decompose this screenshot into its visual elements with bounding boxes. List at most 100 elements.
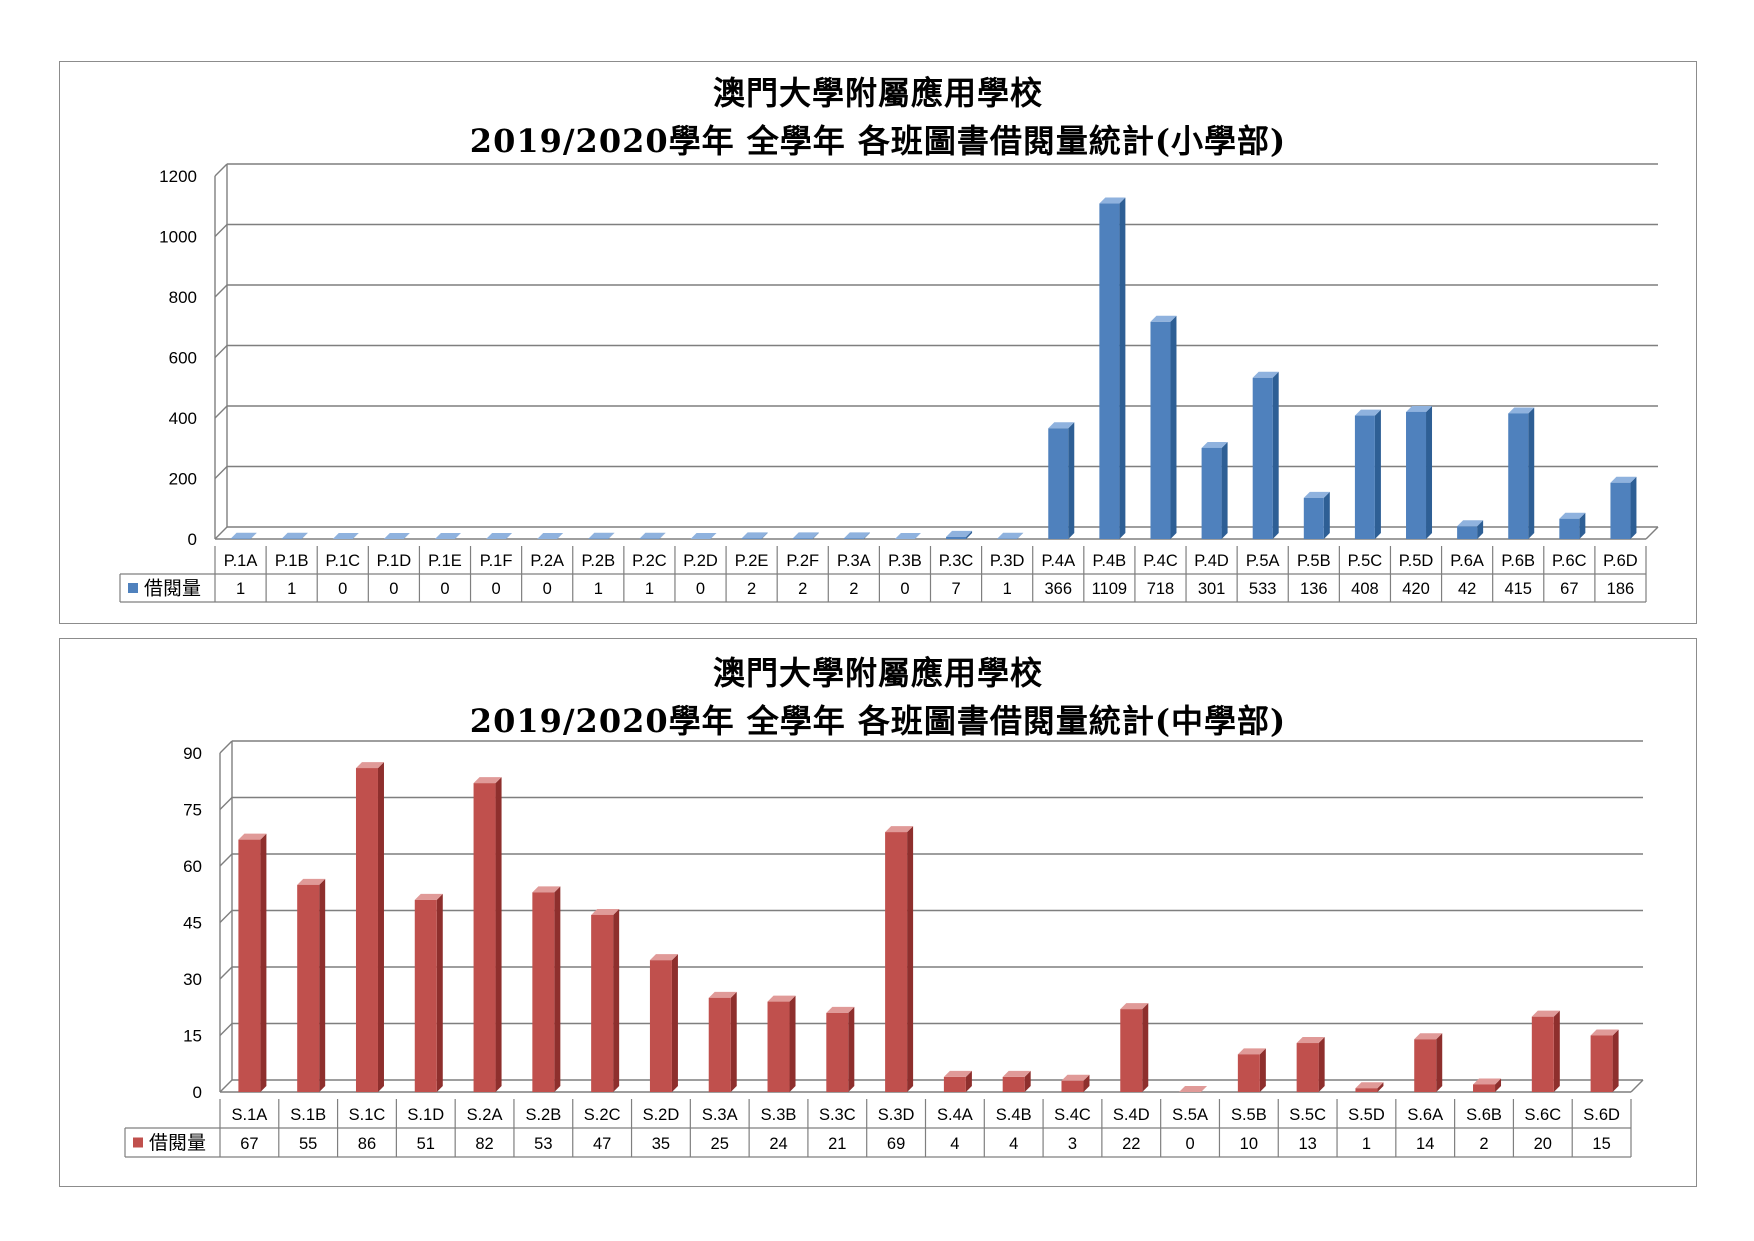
x-tick-label: S.5A — [1172, 1106, 1208, 1124]
bar-side — [608, 532, 615, 539]
bar-top — [473, 777, 502, 784]
x-tick-label: S.6D — [1583, 1106, 1620, 1124]
x-tick-label: S.1A — [232, 1106, 268, 1124]
y-tick-label: 90 — [183, 744, 202, 763]
bar-top — [639, 532, 666, 539]
bar — [792, 538, 813, 539]
data-label: 15 — [1592, 1135, 1610, 1153]
x-tick-label: S.2C — [584, 1106, 621, 1124]
bar-side — [848, 1006, 855, 1092]
y-tick-label: 0 — [188, 530, 197, 549]
bar — [1559, 518, 1580, 539]
x-tick-label: P.1E — [428, 552, 462, 570]
bar-top — [230, 532, 257, 539]
x-tick-label: S.3B — [761, 1106, 797, 1124]
data-label: 366 — [1045, 580, 1073, 598]
bar-side — [907, 826, 914, 1092]
x-tick-label: S.4D — [1113, 1106, 1150, 1124]
y-tick-label: 45 — [183, 914, 202, 933]
x-tick-label: P.3B — [888, 552, 922, 570]
bar-side — [1436, 1033, 1443, 1092]
bar — [943, 1076, 966, 1092]
bar — [1296, 1043, 1319, 1092]
gridline-depth — [219, 740, 233, 754]
bar — [1303, 497, 1324, 539]
bar-side — [671, 954, 678, 1092]
gridline-depth — [214, 284, 228, 298]
x-tick-label: P.5B — [1297, 552, 1331, 570]
data-label: 186 — [1607, 580, 1635, 598]
bar-top — [1048, 422, 1075, 429]
y-tick-label: 0 — [193, 1083, 202, 1102]
bar-top — [1473, 1078, 1502, 1085]
x-tick-label: S.5C — [1289, 1106, 1326, 1124]
bar — [1610, 482, 1631, 539]
bar — [1048, 428, 1069, 539]
x-tick-label: S.3A — [702, 1106, 738, 1124]
bar-top — [1120, 1003, 1149, 1010]
x-tick-label: S.2B — [525, 1106, 561, 1124]
bar — [1002, 1076, 1025, 1092]
gridline-depth — [219, 853, 233, 867]
bar — [591, 914, 614, 1092]
bar-side — [1579, 512, 1586, 539]
bar-top — [1179, 1086, 1208, 1092]
data-label: 1 — [1362, 1135, 1371, 1153]
chart-title-line2: 2019/2020學年 全學年 各班圖書借閱量統計(中學部) — [469, 702, 1287, 740]
bar — [1354, 415, 1375, 539]
data-label: 2 — [798, 580, 807, 598]
gridline-depth — [219, 966, 233, 980]
gridline-depth — [219, 797, 233, 810]
x-tick-label: S.1C — [349, 1106, 386, 1124]
bar-side — [761, 532, 768, 539]
bar-top — [1002, 1070, 1031, 1077]
primary-school-bar-chart: 020040060080010001200P.1A1P.1B1P.1C0P.1D… — [119, 163, 1659, 603]
bar-top — [946, 530, 973, 537]
x-tick-label: S.1B — [290, 1106, 326, 1124]
bar-top — [843, 532, 870, 539]
data-label: 0 — [696, 580, 705, 598]
bar-side — [301, 532, 308, 539]
x-tick-label: P.6A — [1450, 552, 1484, 570]
bar-top — [1610, 476, 1637, 483]
x-tick-label: S.6B — [1466, 1106, 1502, 1124]
data-label: 53 — [534, 1135, 552, 1153]
data-label: 4 — [1009, 1135, 1018, 1153]
bar — [946, 536, 967, 539]
bar-top — [1354, 409, 1381, 416]
bar-top — [1531, 1010, 1560, 1017]
gridline-depth — [214, 345, 228, 358]
bar-side — [1630, 476, 1637, 539]
x-tick-label: P.3C — [939, 552, 974, 570]
data-label: 408 — [1351, 580, 1379, 598]
bar-top — [238, 833, 267, 840]
bar-top — [1150, 315, 1177, 322]
x-tick-label: P.4C — [1143, 552, 1178, 570]
bar-side — [1374, 409, 1381, 539]
data-label: 2 — [1479, 1135, 1488, 1153]
gridline-depth — [214, 466, 228, 479]
bar-side — [1553, 1010, 1560, 1092]
bar-side — [250, 532, 257, 539]
bar-side — [1221, 441, 1228, 539]
bar — [1414, 1039, 1437, 1092]
data-label: 136 — [1300, 580, 1328, 598]
bar — [1061, 1080, 1084, 1092]
bar-side — [319, 878, 326, 1092]
bar-top — [741, 532, 768, 539]
x-tick-label: P.4A — [1041, 552, 1075, 570]
bar-side — [1477, 520, 1484, 539]
x-tick-label: P.6D — [1603, 552, 1638, 570]
bar-top — [355, 762, 384, 769]
bar — [843, 538, 864, 539]
chart-title-line2: 2019/2020學年 全學年 各班圖書借閱量統計(小學部) — [469, 122, 1287, 160]
bar — [885, 832, 908, 1092]
x-tick-label: P.3D — [990, 552, 1025, 570]
bar-side — [260, 833, 267, 1092]
bar — [1099, 203, 1120, 539]
bar-side — [659, 532, 666, 539]
x-tick-label: P.2A — [530, 552, 564, 570]
x-tick-label: S.2A — [467, 1106, 503, 1124]
data-label: 24 — [769, 1135, 787, 1153]
x-tick-label: S.5D — [1348, 1106, 1385, 1124]
